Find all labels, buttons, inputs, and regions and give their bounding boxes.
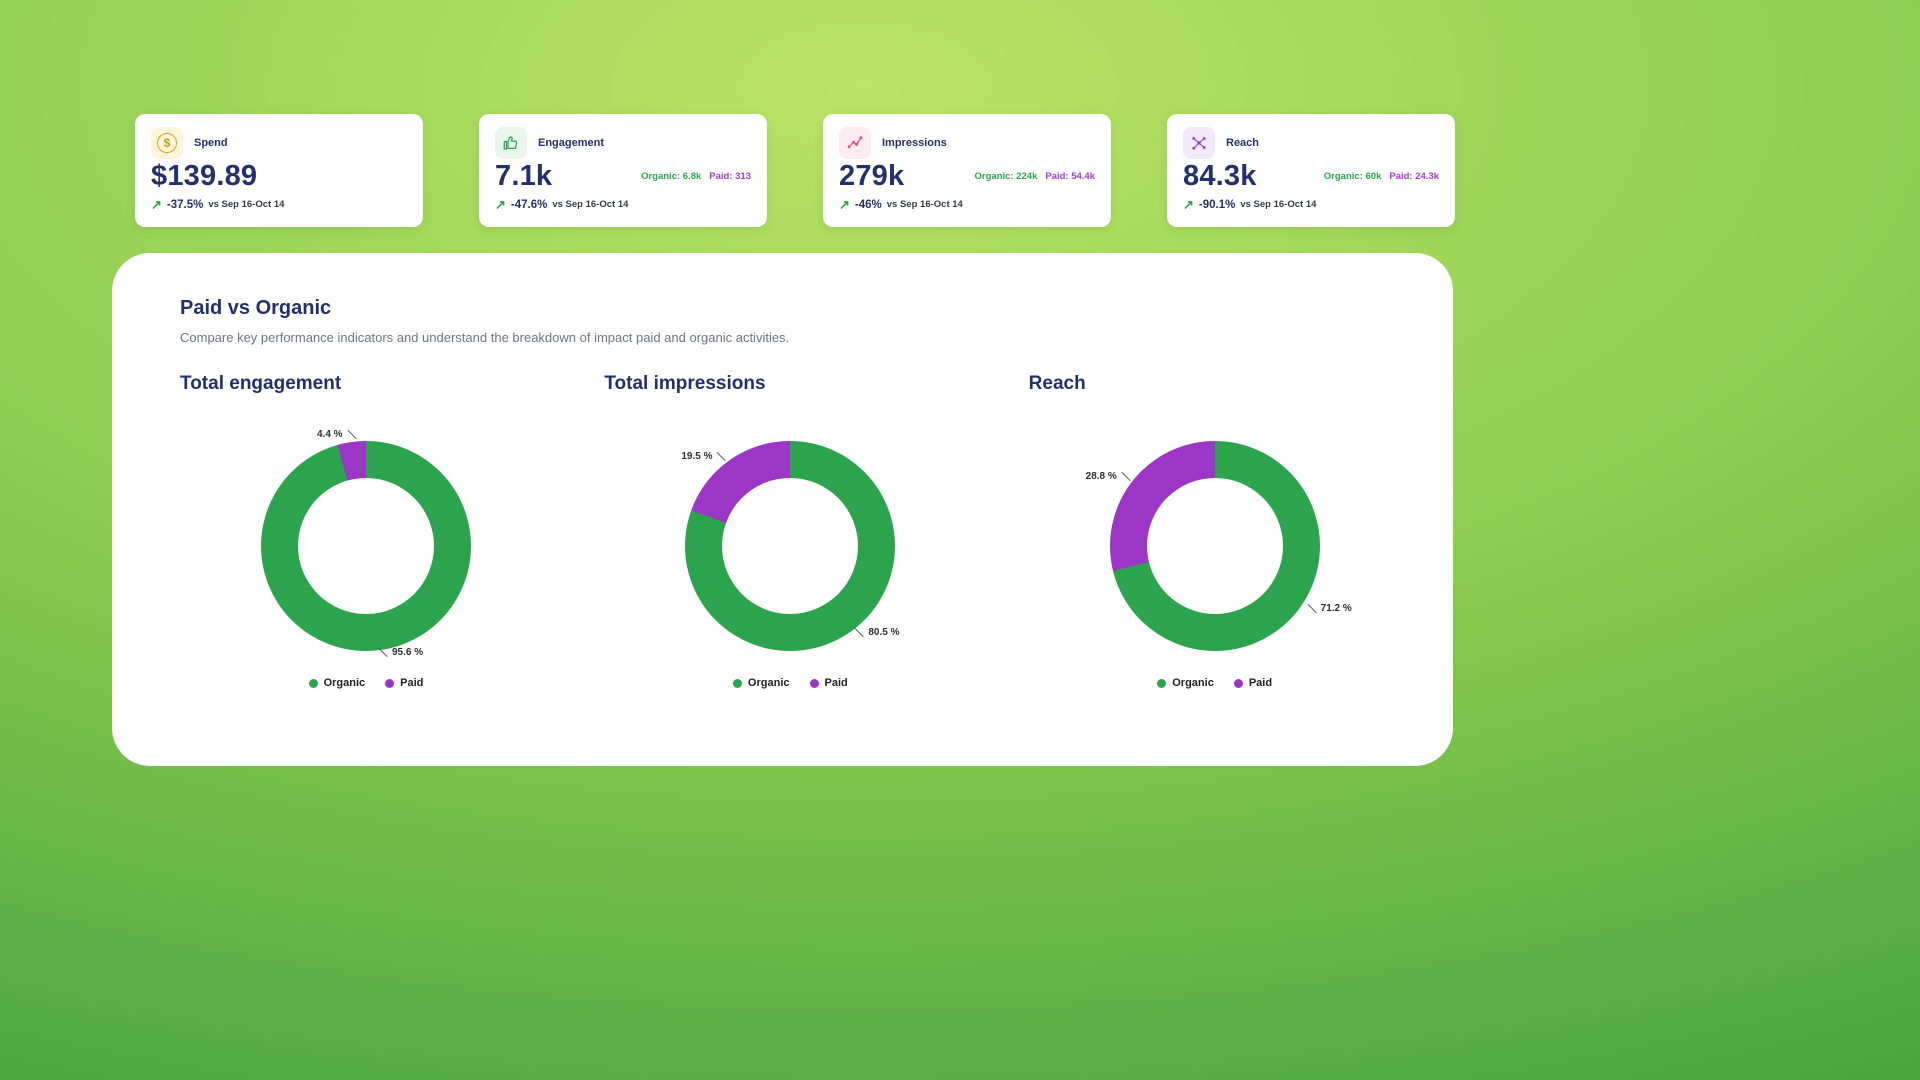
dollar-coin-icon: $ [151, 127, 183, 159]
organic-color-dot [308, 678, 318, 688]
kpi-value: 7.1k [495, 160, 553, 192]
paid-percent-label: 19.5 % [681, 451, 727, 462]
chart-legend: Organic Paid [261, 677, 471, 689]
kpi-value: $139.89 [151, 160, 258, 192]
donut-chart [261, 441, 471, 651]
donut-chart [685, 441, 896, 651]
trend-up-icon: ↗ [495, 197, 506, 212]
leader-line [346, 429, 357, 440]
chart-legend: Organic Paid [685, 677, 895, 689]
legend-item-paid[interactable]: Paid [1233, 677, 1272, 689]
kpi-delta: -90.1% [1198, 198, 1236, 211]
paid-breakdown: Paid: 313 [709, 171, 751, 182]
donut-chart [1109, 441, 1320, 651]
charts-row: Total engagement 4.4 % 95.6 % Organic Pa… [180, 373, 1453, 689]
dollar-glyph: $ [157, 133, 177, 153]
organic-color-dot [1157, 678, 1167, 688]
kpi-value: 84.3k [1183, 160, 1257, 192]
chart-legend: Organic Paid [1110, 677, 1320, 689]
panel-subtitle: Compare key performance indicators and u… [180, 330, 790, 345]
leader-line [378, 647, 388, 658]
kpi-card-reach: Reach 84.3k Organic: 60k Paid: 24.3k ↗ -… [1167, 114, 1455, 227]
chart-reach: Reach 28.8 % 71.2 % Organic Paid [1029, 373, 1453, 689]
kpi-delta: -47.6% [510, 198, 548, 211]
legend-item-paid[interactable]: Paid [385, 677, 423, 689]
organic-percent-label: 80.5 % [853, 627, 899, 638]
kpi-period: vs Sep 16-Oct 14 [208, 199, 285, 210]
kpi-card-engagement: Engagement 7.1k Organic: 6.8k Paid: 313 … [479, 114, 767, 227]
kpi-label: Reach [1226, 137, 1260, 149]
paid-vs-organic-panel: Paid vs Organic Compare key performance … [112, 253, 1453, 766]
network-icon [1183, 127, 1215, 159]
kpi-delta: -37.5% [166, 198, 204, 211]
legend-item-organic[interactable]: Organic [1157, 677, 1214, 689]
organic-percent-label: 95.6 % [377, 647, 423, 658]
chart-title: Total impressions [604, 373, 766, 394]
chart-title: Total engagement [180, 373, 342, 394]
leader-line [1121, 471, 1131, 482]
chart-total-impressions: Total impressions 19.5 % 80.5 % Organic … [604, 373, 1028, 689]
panel-title: Paid vs Organic [180, 297, 332, 319]
paid-color-dot [385, 678, 395, 688]
legend-item-paid[interactable]: Paid [809, 677, 848, 689]
leader-line [854, 627, 865, 638]
kpi-row: $ Spend $139.89 ↗ -37.5% vs Sep 16-Oct 1… [135, 114, 1455, 227]
paid-percent-label: 28.8 % [1086, 471, 1132, 482]
kpi-delta: -46% [854, 198, 882, 211]
organic-breakdown: Organic: 6.8k [641, 171, 702, 182]
kpi-card-spend: $ Spend $139.89 ↗ -37.5% vs Sep 16-Oct 1… [135, 114, 423, 227]
kpi-breakdown: Organic: 224k Paid: 54.4k [975, 171, 1095, 182]
thumbs-up-icon [495, 127, 527, 159]
legend-item-organic[interactable]: Organic [308, 677, 365, 689]
kpi-period: vs Sep 16-Oct 14 [886, 199, 963, 210]
trend-up-icon: ↗ [151, 197, 162, 212]
legend-item-organic[interactable]: Organic [732, 677, 790, 689]
leader-line [716, 451, 727, 462]
chart-title: Reach [1028, 373, 1086, 394]
paid-breakdown: Paid: 54.4k [1045, 171, 1095, 182]
kpi-breakdown: Organic: 6.8k Paid: 313 [641, 171, 751, 182]
paid-percent-label: 4.4 % [317, 429, 358, 440]
paid-breakdown: Paid: 24.3k [1389, 171, 1439, 182]
scatter-chart-icon [839, 127, 871, 159]
kpi-label: Impressions [882, 137, 947, 149]
trend-up-icon: ↗ [839, 197, 850, 212]
paid-color-dot [809, 678, 819, 688]
kpi-card-impressions: Impressions 279k Organic: 224k Paid: 54.… [823, 114, 1111, 227]
leader-line [1306, 603, 1317, 614]
organic-color-dot [732, 678, 742, 688]
paid-color-dot [1233, 678, 1243, 688]
trend-up-icon: ↗ [1183, 197, 1194, 212]
organic-percent-label: 71.2 % [1306, 603, 1352, 614]
chart-total-engagement: Total engagement 4.4 % 95.6 % Organic Pa… [180, 373, 604, 689]
kpi-period: vs Sep 16-Oct 14 [1240, 199, 1317, 210]
kpi-label: Spend [194, 137, 228, 149]
kpi-breakdown: Organic: 60k Paid: 24.3k [1324, 171, 1439, 182]
kpi-label: Engagement [538, 137, 605, 149]
kpi-value: 279k [839, 160, 905, 192]
organic-breakdown: Organic: 224k [974, 171, 1038, 182]
organic-breakdown: Organic: 60k [1323, 171, 1382, 182]
kpi-period: vs Sep 16-Oct 14 [552, 199, 629, 210]
